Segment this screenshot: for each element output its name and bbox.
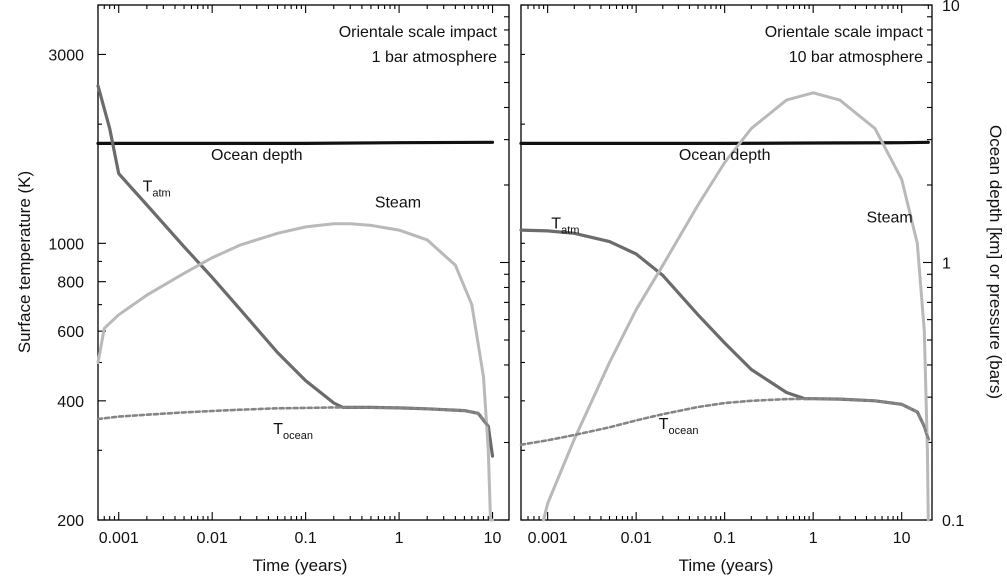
panel-left-y-tick-label: 1000 [48, 236, 84, 253]
panel-left-x-tick-label: 0.1 [295, 530, 317, 547]
panel-right-x-tick-label: 0.001 [528, 530, 568, 547]
panel-left-y-tick-label: 400 [57, 394, 84, 411]
panel-right-x-tick-label: 10 [893, 530, 911, 547]
panel-left-series-label-tatm: Tatm [143, 179, 171, 200]
panel-right-right-tick-label: 10 [942, 0, 960, 15]
panel-left-grid-ticks: 0.001 0.01 0.1 1 10 200 400 600 800 1000 3000 [48, 4, 509, 547]
panel-right-series-ocean-depth-line [519, 140, 930, 145]
panel-left: 0.001 0.01 0.1 1 10 200 400 600 800 1000 3000 Ocea… [15, 4, 510, 575]
panel-left-series-tocean-line [96, 406, 490, 428]
panel-right-y-axis-label: Ocean depth [km] or pressure (bars) [986, 125, 1005, 399]
panel-left-series-steam-line [96, 222, 494, 522]
panel-right: 0.001 0.01 0.1 1 10 0.1 1 10 Ocean depth Tatm Ste… [519, 0, 1005, 575]
panel-left-frame [97, 4, 510, 521]
panel-right-x-tick-label: 0.1 [714, 530, 736, 547]
panel-right-annotation-line-2: 10 bar atmosphere [789, 49, 923, 66]
panel-right-x-tick-label: 0.01 [621, 530, 652, 547]
panel-left-annotation-line-2: 1 bar atmosphere [372, 49, 498, 66]
panel-right-labels: Ocean depth Tatm Steam Tocean [551, 147, 912, 437]
panel-left-annotation-line-1: Orientale scale impact [339, 24, 498, 41]
panel-right-x-tick-label: 1 [809, 530, 818, 547]
panel-right-annotation-line-1: Orientale scale impact [765, 24, 924, 41]
panel-right-series-steam-line [542, 91, 930, 522]
panel-right-series-label-tatm: Tatm [551, 216, 579, 237]
panel-left-x-tick-label: 1 [395, 530, 404, 547]
panel-right-series-label-steam: Steam [866, 209, 912, 226]
panel-right-right-tick-label: 0.1 [942, 513, 964, 530]
panel-left-x-tick-label: 0.01 [197, 530, 228, 547]
panel-left-series-ocean-depth-line [96, 140, 495, 145]
panel-right-series-label-tocean: Tocean [659, 416, 699, 437]
panel-right-frame [520, 4, 933, 521]
panel-right-series-tocean-line [519, 397, 930, 447]
panel-left-x-tick-label: 10 [484, 530, 502, 547]
panel-left-y-tick-label: 600 [57, 324, 84, 341]
panel-left-series-label-tocean: Tocean [273, 421, 313, 442]
panel-right-series-tatm-line [519, 228, 930, 441]
panel-left-curves [96, 84, 495, 522]
panel-left-y-tick-label: 800 [57, 275, 84, 292]
panel-left-y-tick-label: 3000 [48, 47, 84, 64]
panel-left-y-tick-label: 200 [57, 513, 84, 530]
panel-left-labels: Ocean depth Tatm Steam Tocean [143, 147, 421, 442]
panel-left-y-axis-label: Surface temperature (K) [15, 171, 34, 353]
panel-right-right-tick-label: 1 [942, 256, 951, 273]
panel-right-x-axis-label: Time (years) [679, 556, 774, 575]
panel-left-series-label-ocean-depth: Ocean depth [211, 147, 303, 164]
panel-right-curves [519, 91, 930, 522]
panel-right-grid-ticks: 0.001 0.01 0.1 1 10 0.1 1 10 [520, 0, 964, 547]
panel-right-series-label-ocean-depth: Ocean depth [679, 147, 771, 164]
panel-left-x-tick-label: 0.001 [99, 530, 139, 547]
panel-left-x-axis-label: Time (years) [253, 556, 348, 575]
panel-left-series-label-steam: Steam [375, 195, 421, 212]
